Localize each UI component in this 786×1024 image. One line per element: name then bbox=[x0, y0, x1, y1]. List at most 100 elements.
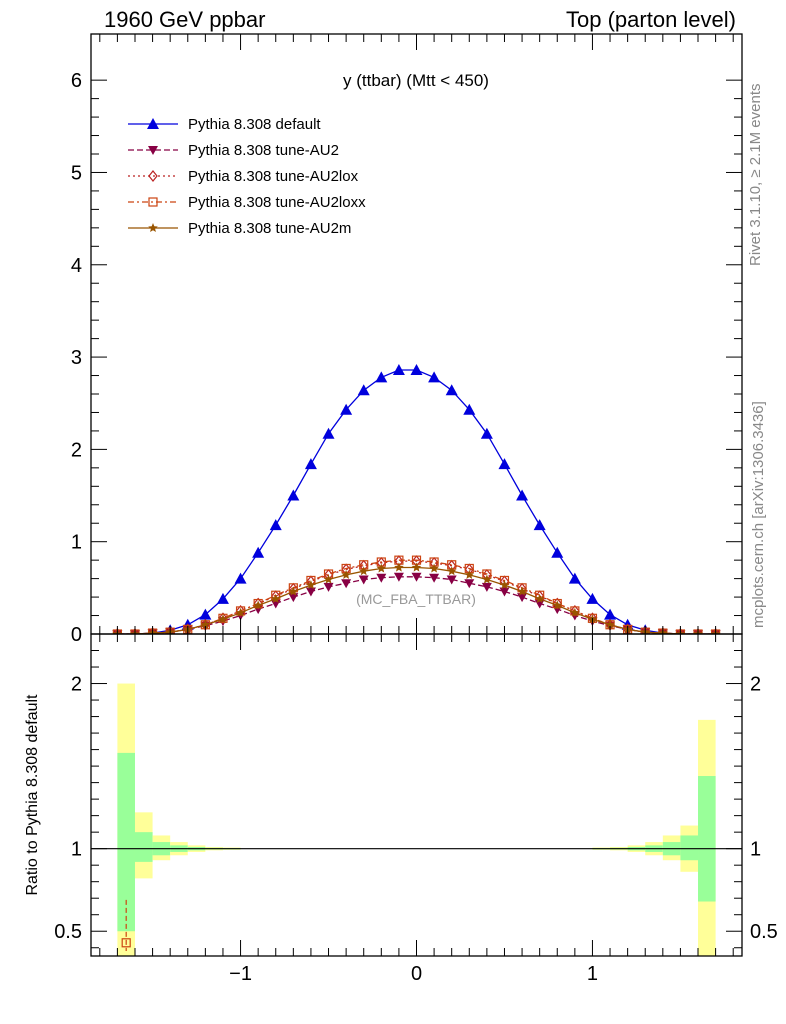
x-tick-label: −1 bbox=[229, 963, 252, 985]
legend-marker bbox=[148, 197, 158, 207]
data-point bbox=[429, 573, 440, 583]
data-point bbox=[568, 572, 581, 584]
main-panel: (MC_FBA_TTBAR) y (ttbar) (Mtt < 450) Pyt… bbox=[71, 33, 743, 646]
data-point bbox=[570, 607, 580, 617]
header-left: 1960 GeV ppbar bbox=[104, 7, 265, 32]
y-tick-label: 2 bbox=[71, 439, 82, 461]
data-point bbox=[218, 614, 228, 624]
legend-entry: Pythia 8.308 tune-AU2lox bbox=[128, 168, 359, 185]
ratio-y-tick-label-right: 1 bbox=[750, 839, 761, 861]
data-point bbox=[552, 600, 562, 610]
data-point bbox=[306, 580, 316, 590]
ratio-band-inner bbox=[134, 832, 153, 862]
data-point bbox=[323, 574, 334, 584]
y-tick-label: 3 bbox=[71, 347, 82, 369]
data-point bbox=[464, 569, 474, 579]
y-tick-label: 1 bbox=[71, 532, 82, 554]
data-point bbox=[393, 572, 404, 582]
data-point bbox=[534, 593, 545, 603]
ratio-y-tick-label-right: 2 bbox=[750, 674, 761, 696]
legend-label: Pythia 8.308 tune-AU2loxx bbox=[188, 194, 366, 211]
main-axis-ticks: 0 1 2 3 4 5 6 bbox=[71, 34, 742, 646]
data-point bbox=[394, 562, 404, 572]
data-point bbox=[341, 579, 352, 589]
data-point bbox=[218, 612, 228, 625]
data-point bbox=[498, 458, 511, 470]
data-point bbox=[446, 566, 457, 576]
data-point bbox=[269, 519, 282, 531]
data-point bbox=[499, 587, 510, 597]
legend: Pythia 8.308 default Pythia 8.308 tune-AU… bbox=[128, 116, 366, 237]
ratio-axis-ticks: 0.5 0.5 1 1 2 2 −1 0 1 bbox=[54, 634, 778, 985]
data-point bbox=[376, 563, 387, 573]
ratio-frame bbox=[90, 633, 743, 957]
x-tick-label: 1 bbox=[587, 963, 598, 985]
legend-entry: Pythia 8.308 default bbox=[128, 116, 321, 133]
ratio-band-layer bbox=[91, 683, 742, 956]
data-point bbox=[516, 489, 529, 501]
y-tick-label: 0 bbox=[71, 624, 82, 646]
data-point bbox=[464, 579, 475, 589]
data-point bbox=[253, 597, 263, 610]
ratio-band-inner bbox=[680, 835, 699, 861]
data-point bbox=[428, 371, 441, 383]
data-point bbox=[234, 572, 247, 584]
data-point bbox=[253, 600, 263, 610]
data-point bbox=[235, 607, 246, 617]
data-point bbox=[411, 572, 422, 582]
main-series-layer bbox=[112, 364, 721, 634]
data-point bbox=[429, 563, 439, 573]
data-point bbox=[322, 427, 335, 439]
data-point bbox=[288, 586, 299, 596]
ratio-band-inner bbox=[698, 776, 716, 902]
data-point bbox=[552, 597, 563, 610]
data-point bbox=[463, 403, 476, 415]
legend-marker bbox=[147, 118, 159, 129]
data-point bbox=[216, 592, 229, 604]
legend-label: Pythia 8.308 default bbox=[188, 116, 321, 133]
data-point bbox=[200, 619, 211, 629]
data-point bbox=[517, 586, 527, 596]
data-point bbox=[605, 619, 615, 629]
data-point bbox=[410, 364, 423, 375]
data-point bbox=[375, 371, 388, 383]
rivet-label: Rivet 3.1.10, ≥ 2.1M events bbox=[747, 84, 764, 267]
watermark: (MC_FBA_TTBAR) bbox=[356, 591, 476, 607]
y-tick-label: 6 bbox=[71, 70, 82, 92]
data-point bbox=[480, 427, 493, 439]
data-point bbox=[340, 403, 353, 415]
data-point bbox=[517, 582, 527, 595]
legend-entry: Pythia 8.308 tune-AU2loxx bbox=[128, 194, 366, 211]
legend-marker bbox=[148, 170, 158, 182]
legend-label: Pythia 8.308 tune-AU2 bbox=[188, 142, 339, 159]
data-point bbox=[252, 546, 265, 558]
data-point bbox=[517, 593, 528, 603]
data-point bbox=[445, 384, 458, 396]
mcplots-label: mcplots.cern.ch [arXiv:1306.3436] bbox=[750, 401, 767, 628]
data-point bbox=[287, 489, 300, 501]
y-tick-label: 5 bbox=[71, 162, 82, 184]
main-title: y (ttbar) (Mtt < 450) bbox=[343, 71, 489, 90]
legend-label: Pythia 8.308 tune-AU2lox bbox=[188, 168, 359, 185]
ratio-y-tick-label: 1 bbox=[71, 839, 82, 861]
ratio-y-tick-label: 0.5 bbox=[54, 921, 82, 943]
data-point bbox=[376, 573, 387, 583]
y-tick-label: 4 bbox=[71, 255, 82, 277]
data-point bbox=[481, 582, 492, 592]
data-point bbox=[304, 458, 317, 470]
data-point bbox=[270, 590, 281, 603]
data-point bbox=[482, 574, 492, 584]
data-point bbox=[570, 604, 580, 617]
data-point bbox=[305, 587, 316, 597]
data-point bbox=[411, 562, 422, 572]
x-tick-label: 0 bbox=[411, 963, 422, 985]
data-point bbox=[392, 364, 405, 375]
header-right: Top (parton level) bbox=[566, 7, 736, 32]
ratio-y-tick-label-right: 0.5 bbox=[750, 921, 778, 943]
data-point bbox=[271, 593, 281, 603]
data-point bbox=[358, 575, 369, 585]
data-point bbox=[586, 592, 599, 604]
data-point bbox=[446, 575, 457, 585]
data-point bbox=[533, 519, 546, 531]
